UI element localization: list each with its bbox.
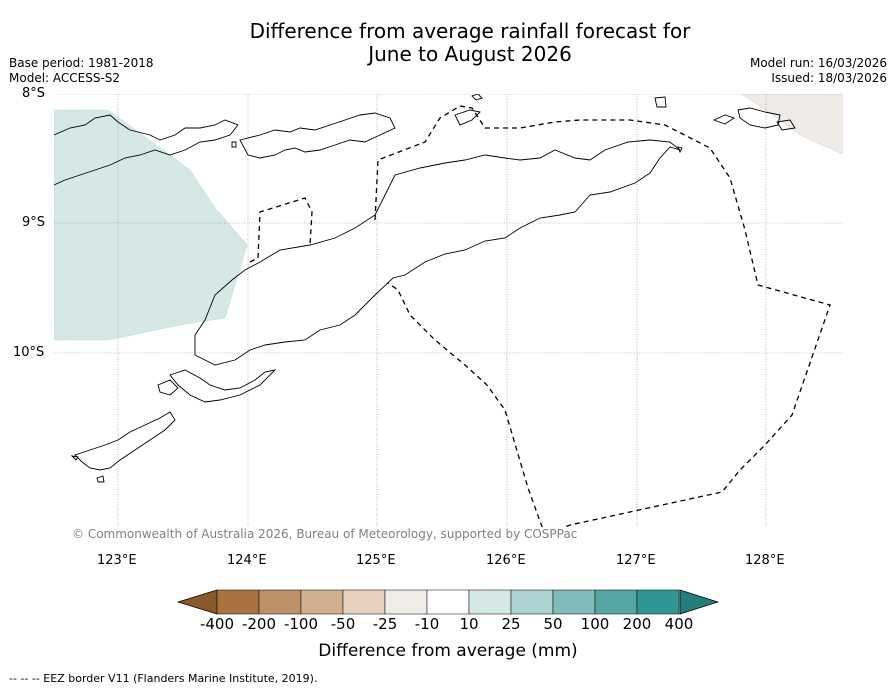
colorbar-swatch bbox=[426, 589, 470, 615]
colorbar-arrow-left bbox=[176, 589, 218, 615]
small-island-3 bbox=[677, 146, 683, 154]
small-island-4 bbox=[471, 94, 483, 101]
small-island-2 bbox=[70, 455, 79, 461]
lon-label-126e: 126°E bbox=[486, 553, 526, 568]
sumba-island-outline bbox=[74, 411, 176, 471]
model-name: Model: ACCESS-S2 bbox=[9, 71, 121, 85]
eez-border-north bbox=[249, 197, 313, 263]
leti-islands-outline bbox=[712, 114, 736, 125]
model-run: Model run: 16/03/2026 bbox=[749, 56, 887, 70]
colorbar-swatch bbox=[468, 589, 512, 615]
lat-label-10s: 10°S bbox=[13, 345, 45, 360]
small-island-1 bbox=[96, 475, 105, 483]
coastlines bbox=[54, 94, 796, 483]
colorbar-arrow-right bbox=[679, 589, 720, 615]
moa-island-outline bbox=[737, 107, 781, 129]
lakor-island-outline bbox=[776, 119, 796, 131]
lon-label-125e: 125°E bbox=[356, 553, 396, 568]
colorbar-label: 10 bbox=[459, 615, 479, 633]
colorbar-swatch bbox=[594, 589, 638, 615]
colorbar-swatch bbox=[552, 589, 596, 615]
colorbar-swatch bbox=[300, 589, 344, 615]
colorbar-swatch bbox=[258, 589, 302, 615]
colorbar bbox=[176, 589, 720, 615]
colorbar-label: 200 bbox=[622, 615, 652, 633]
title-line-2: June to August 2026 bbox=[368, 42, 572, 66]
colorbar-label: 400 bbox=[664, 615, 694, 633]
small-island-5 bbox=[231, 141, 237, 148]
colorbar-swatch bbox=[636, 589, 680, 615]
lon-label-127e: 127°E bbox=[616, 553, 656, 568]
positive-anomaly-region bbox=[54, 109, 248, 341]
gridlines bbox=[54, 94, 843, 527]
colorbar-label: -50 bbox=[330, 615, 356, 633]
colorbar-label: -400 bbox=[199, 615, 235, 633]
colorbar-title: Difference from average (mm) bbox=[318, 641, 578, 661]
base-period: Base period: 1981-2018 bbox=[9, 56, 154, 70]
colorbar-swatch bbox=[216, 589, 260, 615]
wetar-island-outline bbox=[454, 109, 481, 126]
eez-border bbox=[249, 105, 831, 527]
colorbar-label: 25 bbox=[501, 615, 521, 633]
lat-label-9s: 9°S bbox=[22, 215, 46, 230]
timor-island-outline bbox=[194, 139, 681, 366]
colorbar-label: -100 bbox=[283, 615, 319, 633]
kisar-island-outline bbox=[654, 96, 667, 108]
colorbar-swatch bbox=[342, 589, 386, 615]
lon-label-124e: 124°E bbox=[227, 553, 267, 568]
colorbar-swatches bbox=[216, 589, 680, 615]
meta-left: Base period: 1981-2018 Model: ACCESS-S2 bbox=[9, 56, 154, 86]
flores-island-outline bbox=[54, 114, 239, 186]
colorbar-label: -200 bbox=[241, 615, 277, 633]
chart-title: Difference from average rainfall forecas… bbox=[170, 20, 770, 66]
solor-alor-islands-outline bbox=[239, 112, 396, 159]
eez-border-east bbox=[374, 105, 831, 527]
title-line-1: Difference from average rainfall forecas… bbox=[249, 19, 691, 43]
meta-right: Model run: 16/03/2026 Issued: 18/03/2026 bbox=[750, 56, 887, 86]
colorbar-label: 50 bbox=[543, 615, 563, 633]
eez-legend-footnote: -- -- -- EEZ border V11 (Flanders Marine… bbox=[9, 672, 318, 685]
lon-label-128e: 128°E bbox=[745, 553, 785, 568]
issued-date: Issued: 18/03/2026 bbox=[771, 71, 887, 85]
colorbar-label: -25 bbox=[372, 615, 398, 633]
colorbar-swatch bbox=[510, 589, 554, 615]
lat-label-8s: 8°S bbox=[22, 86, 46, 101]
copyright-notice: © Commonwealth of Australia 2026, Bureau… bbox=[72, 527, 578, 541]
lon-label-123e: 123°E bbox=[97, 553, 137, 568]
colorbar-label: 100 bbox=[580, 615, 610, 633]
savu-island-outline bbox=[157, 379, 179, 396]
roti-island-outline bbox=[169, 369, 277, 403]
colorbar-swatch bbox=[384, 589, 428, 615]
colorbar-label: -10 bbox=[414, 615, 440, 633]
